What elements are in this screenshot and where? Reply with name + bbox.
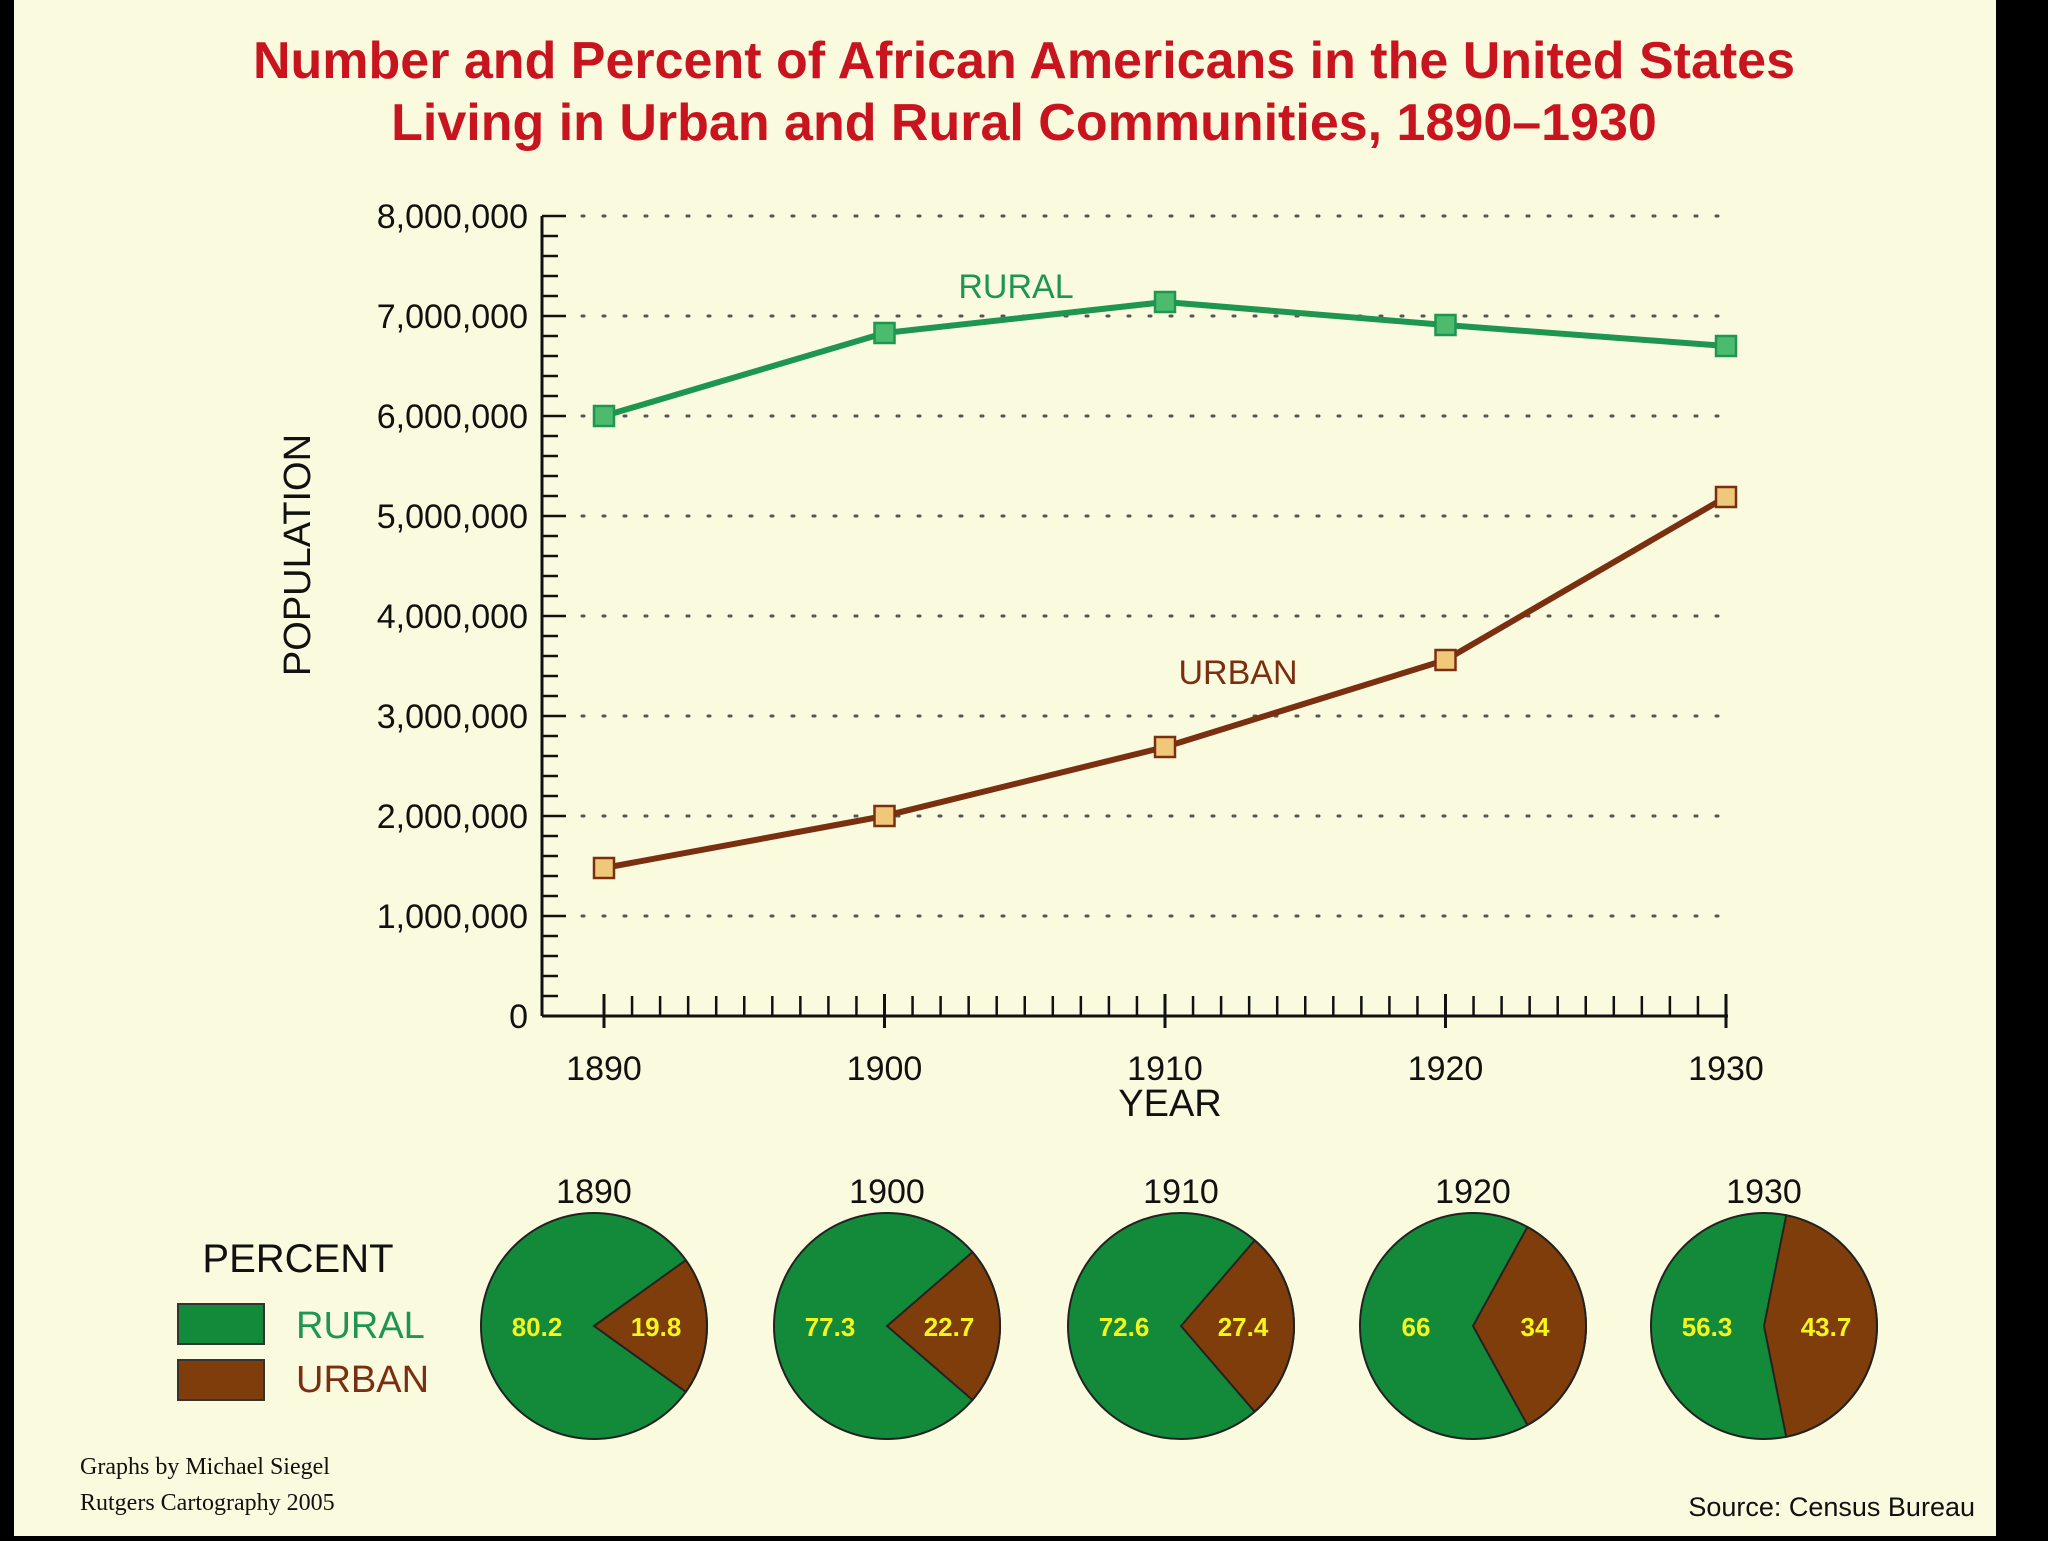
x-tick-label: 1900: [847, 1050, 923, 1088]
pie-slice-urban: [1762, 1214, 1878, 1438]
y-tick-label: 4,000,000: [377, 598, 528, 636]
pie-1890: 1890 80.2 19.8: [480, 1173, 708, 1440]
x-tick-label: 1930: [1688, 1050, 1764, 1088]
pie-year-label: 1890: [556, 1173, 632, 1211]
source-note: Source: Census Bureau: [1688, 1492, 1975, 1522]
rural-point-1890: [592, 404, 616, 428]
rural-line-label: RURAL: [958, 268, 1073, 306]
x-tick-label: 1910: [1127, 1050, 1203, 1088]
x-tick-label: 1890: [566, 1050, 642, 1088]
pie-urban-value: 22.7: [924, 1312, 975, 1342]
pie-rural-value: 66: [1402, 1312, 1431, 1342]
pie-rural-value: 72.6: [1099, 1312, 1150, 1342]
legend-swatch-rural: [177, 1303, 265, 1345]
pie-urban-value: 19.8: [631, 1312, 682, 1342]
pie-slice-urban: [1179, 1238, 1295, 1414]
pie-rural-value: 77.3: [805, 1312, 856, 1342]
urban-point-1900: [873, 804, 896, 828]
legend-title: PERCENT: [202, 1237, 393, 1281]
axes: 0 1,000,000 2,000,000 3,000,000 4,000,000 5,0…: [377, 198, 1764, 1088]
rural-point-1930: [1714, 334, 1738, 358]
pie-year-label: 1910: [1143, 1173, 1219, 1211]
y-tick-label: 1,000,000: [377, 898, 528, 936]
pie-urban-value: 27.4: [1218, 1312, 1269, 1342]
x-tick-label: 1920: [1408, 1050, 1484, 1088]
urban-point-1910: [1153, 735, 1177, 759]
pie-year-label: 1900: [849, 1173, 925, 1211]
pie-rural-value: 56.3: [1682, 1312, 1733, 1342]
chart-title-line2: Living in Urban and Rural Communities, 1…: [391, 94, 1657, 152]
pie-1930: 1930 56.3 43.7: [1650, 1173, 1878, 1440]
legend-swatch-urban: [177, 1359, 265, 1401]
pie-1910: 1910 72.6 27.4: [1067, 1173, 1295, 1440]
grid: [580, 214, 1724, 918]
y-tick-label: 2,000,000: [377, 798, 528, 836]
pie-1920: 1920 66 34: [1359, 1173, 1587, 1440]
credit-org: Rutgers Cartography 2005: [80, 1490, 335, 1516]
series: [592, 290, 1738, 880]
pie-year-label: 1930: [1726, 1173, 1802, 1211]
pie-slice-urban: [885, 1250, 1001, 1402]
urban-point-1890: [592, 856, 616, 880]
pie-year-label: 1920: [1435, 1173, 1511, 1211]
rural-point-1900: [873, 321, 896, 345]
urban-point-1930: [1714, 485, 1738, 509]
pie-1900: 1900 77.3 22.7: [773, 1173, 1001, 1440]
y-tick-label: 8,000,000: [377, 198, 528, 236]
rural-point-1910: [1153, 290, 1177, 314]
pie-charts: 1890 80.2 19.8 1900 77.3 22.7 1910 72.6 27.4 1920…: [480, 1173, 1878, 1440]
urban-point-1920: [1434, 648, 1457, 672]
pie-urban-value: 43.7: [1801, 1312, 1852, 1342]
pie-rural-value: 80.2: [512, 1312, 563, 1342]
pie-urban-value: 34: [1521, 1312, 1550, 1342]
legend-label-urban: URBAN: [296, 1359, 429, 1401]
chart-title-line1: Number and Percent of African Americans …: [253, 32, 1795, 90]
credit-author: Graphs by Michael Siegel: [80, 1454, 330, 1480]
legend-label-rural: RURAL: [296, 1305, 425, 1347]
rural-point-1920: [1434, 313, 1457, 337]
pie-slice-urban: [592, 1258, 708, 1394]
y-tick-label: 0: [509, 998, 528, 1036]
y-tick-label: 6,000,000: [377, 398, 528, 436]
y-axis-label: POPULATION: [277, 434, 319, 676]
urban-line-label: URBAN: [1178, 654, 1297, 692]
y-tick-label: 7,000,000: [377, 298, 528, 336]
pie-slice-urban: [1471, 1225, 1587, 1427]
y-tick-label: 5,000,000: [377, 498, 528, 536]
x-axis-label: YEAR: [1118, 1083, 1221, 1125]
y-tick-label: 3,000,000: [377, 698, 528, 736]
